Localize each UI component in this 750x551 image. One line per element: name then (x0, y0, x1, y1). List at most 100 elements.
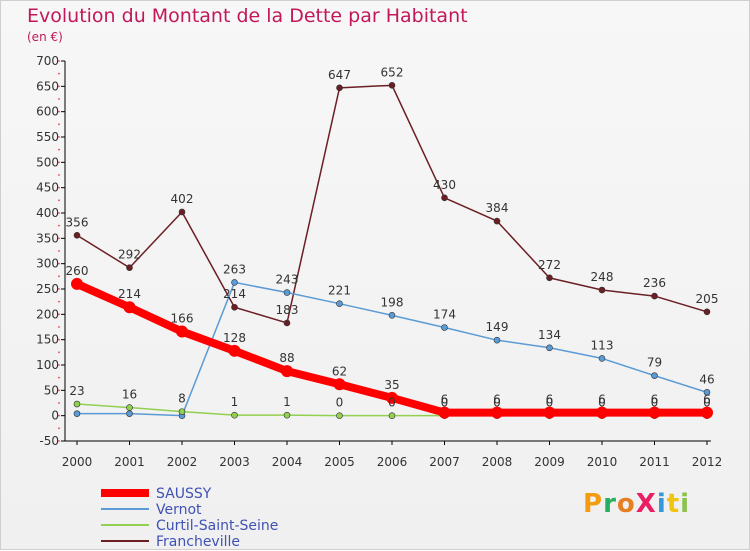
y-tick-label: 300 (36, 257, 59, 271)
x-tick-label: 2012 (692, 455, 723, 469)
y-tick-label: 250 (36, 282, 59, 296)
data-point-vernot (336, 300, 343, 307)
data-point-francheville (336, 84, 343, 92)
x-tick-label: 2000 (62, 455, 93, 469)
y-tick-label: 100 (36, 358, 59, 372)
data-point-vernot (493, 336, 501, 344)
data-label-curtil-saint-seine: 16 (122, 388, 137, 402)
chart-title: Evolution du Montant de la Dette par Hab… (27, 5, 468, 27)
y-minor-dot (58, 275, 60, 278)
data-point-francheville (546, 274, 553, 282)
data-label-saussy: 166 (171, 312, 194, 326)
y-tick-label: 650 (36, 79, 59, 93)
data-point-saussy (386, 391, 398, 404)
data-point-curtil-saint-seine (231, 411, 238, 419)
data-label-saussy: 35 (384, 378, 399, 392)
y-minor-dot (58, 60, 60, 62)
y-tick-label: 700 (36, 54, 59, 68)
y-minor-dot (58, 351, 60, 354)
y-minor-dot (58, 376, 60, 379)
y-minor-dot (58, 262, 60, 265)
data-point-curtil-saint-seine (336, 412, 343, 419)
y-tick-label: 600 (36, 105, 59, 119)
data-point-saussy (176, 325, 188, 338)
data-point-saussy (438, 406, 451, 419)
data-label-vernot: 174 (433, 308, 456, 322)
data-point-francheville (703, 308, 711, 316)
y-minor-dot (58, 326, 60, 328)
y-minor-dot (58, 427, 60, 430)
data-point-vernot (126, 410, 133, 417)
y-minor-dot (58, 440, 60, 442)
y-minor-dot (58, 148, 60, 151)
data-point-saussy (648, 406, 661, 419)
data-label-saussy: 62 (332, 364, 347, 378)
y-tick-label: 200 (36, 307, 59, 321)
y-minor-dot (58, 85, 60, 88)
data-point-francheville (651, 292, 658, 300)
data-point-curtil-saint-seine (126, 404, 133, 411)
data-point-francheville (126, 264, 133, 272)
data-label-curtil-saint-seine: 0 (598, 396, 606, 410)
data-point-vernot (73, 410, 81, 417)
data-point-francheville (598, 286, 606, 294)
data-point-saussy (71, 277, 83, 290)
y-minor-dot (58, 186, 60, 189)
data-label-saussy: 214 (118, 287, 141, 301)
data-label-saussy: 6 (598, 393, 606, 407)
data-label-vernot: 263 (223, 262, 246, 276)
y-tick-label: 400 (36, 206, 59, 220)
data-point-vernot (388, 312, 396, 319)
data-label-saussy: 128 (223, 331, 246, 345)
x-tick-label: 2005 (324, 455, 355, 469)
logo-letter: i (656, 489, 667, 519)
data-point-francheville (178, 208, 186, 216)
legend-label-francheville: Francheville (156, 534, 240, 550)
y-tick-label: 550 (36, 130, 59, 144)
data-label-curtil-saint-seine: 8 (178, 392, 186, 406)
data-label-curtil-saint-seine: 1 (283, 395, 291, 409)
data-point-francheville (493, 217, 501, 225)
logo-letter: o (616, 489, 636, 519)
data-label-francheville: 214 (223, 287, 246, 301)
logo-letter: t (666, 489, 681, 519)
data-label-vernot: 79 (647, 356, 662, 370)
data-label-vernot: 243 (276, 273, 299, 287)
y-minor-dot (58, 199, 60, 202)
data-label-vernot: 134 (538, 328, 561, 342)
y-minor-dot (58, 364, 60, 366)
data-point-vernot (703, 389, 711, 396)
data-label-saussy: 6 (493, 393, 501, 407)
legend-label-curtil-saint-seine: Curtil-Saint-Seine (156, 518, 278, 534)
data-point-saussy (281, 365, 293, 378)
data-label-vernot: 46 (699, 372, 714, 386)
data-label-francheville: 236 (643, 276, 666, 290)
y-tick-label: 450 (36, 181, 59, 195)
data-label-curtil-saint-seine: 1 (231, 395, 239, 409)
data-point-francheville (231, 303, 238, 311)
y-minor-dot (58, 161, 60, 164)
data-point-vernot (651, 372, 658, 379)
logo-letter: X (635, 489, 657, 519)
y-minor-dot (58, 300, 60, 303)
y-tick-label: 500 (36, 155, 59, 169)
data-label-vernot: 113 (591, 338, 614, 352)
data-label-francheville: 356 (66, 215, 89, 229)
data-label-francheville: 272 (538, 258, 561, 272)
data-label-francheville: 647 (328, 68, 351, 82)
y-minor-dot (58, 212, 60, 214)
x-tick-label: 2004 (272, 455, 303, 469)
y-minor-dot (58, 338, 60, 341)
data-point-vernot (598, 355, 606, 362)
data-label-curtil-saint-seine: 0 (651, 396, 659, 410)
data-label-saussy: 88 (279, 351, 294, 365)
data-label-vernot: 221 (328, 284, 351, 298)
legend-label-saussy: SAUSSY (156, 486, 212, 502)
data-point-curtil-saint-seine (283, 411, 291, 419)
y-minor-dot (58, 98, 60, 100)
x-tick-label: 2001 (114, 455, 145, 469)
y-tick-label: 150 (36, 333, 59, 347)
logo-letter: P (583, 489, 604, 519)
data-label-francheville: 402 (171, 192, 194, 206)
data-point-francheville (388, 82, 396, 89)
